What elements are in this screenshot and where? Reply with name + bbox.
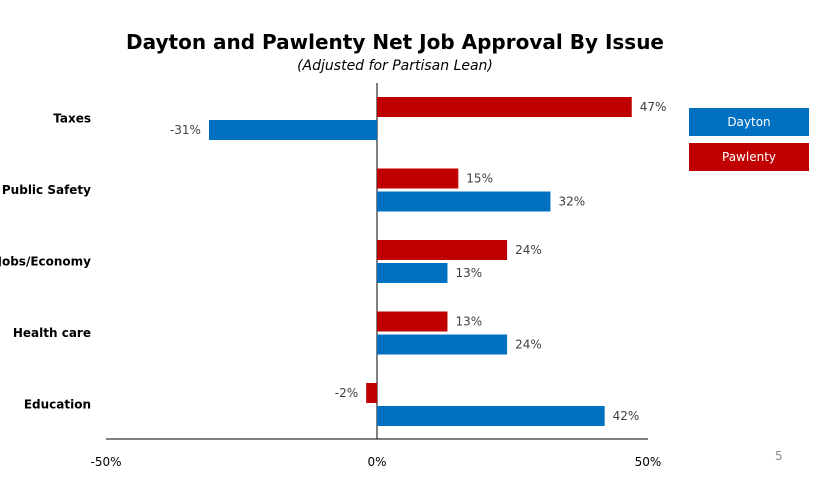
category-label: Public Safety [2,183,91,197]
bar-dayton [377,191,551,212]
data-label: -2% [335,386,358,400]
category-label: Jobs/Economy [0,255,91,269]
bar-pawlenty [377,311,448,332]
data-label: 15% [466,172,493,186]
data-label: 24% [515,338,542,352]
bar-pawlenty [377,240,508,260]
bar-pawlenty [366,383,377,403]
bar-dayton [377,334,508,355]
legend-pawlenty: Pawlenty [689,143,809,171]
chart-subtitle: (Adjusted for Partisan Lean) [297,58,493,74]
data-label: -31% [170,123,201,137]
data-label: 13% [455,315,482,329]
x-tick-label: 50% [635,455,662,469]
category-label: Health care [13,326,91,340]
page-number: 5 [775,449,783,463]
x-tick-label: -50% [90,455,121,469]
data-label: 32% [558,195,585,209]
data-label: 13% [455,266,482,280]
bar-pawlenty [377,97,632,117]
data-label: 24% [515,243,542,257]
x-tick-label: 0% [367,455,386,469]
category-label: Education [24,398,91,412]
legend-dayton: Dayton [689,108,809,136]
category-label: Taxes [53,112,91,126]
data-label: 47% [640,100,667,114]
bar-pawlenty [377,168,459,189]
chart-title: Dayton and Pawlenty Net Job Approval By … [126,30,664,54]
legend-label-dayton: Dayton [727,115,771,129]
bar-dayton [377,263,448,283]
data-label: 42% [613,409,640,423]
bar-dayton [377,406,605,426]
bar-dayton [208,120,377,140]
legend-label-pawlenty: Pawlenty [722,150,776,164]
